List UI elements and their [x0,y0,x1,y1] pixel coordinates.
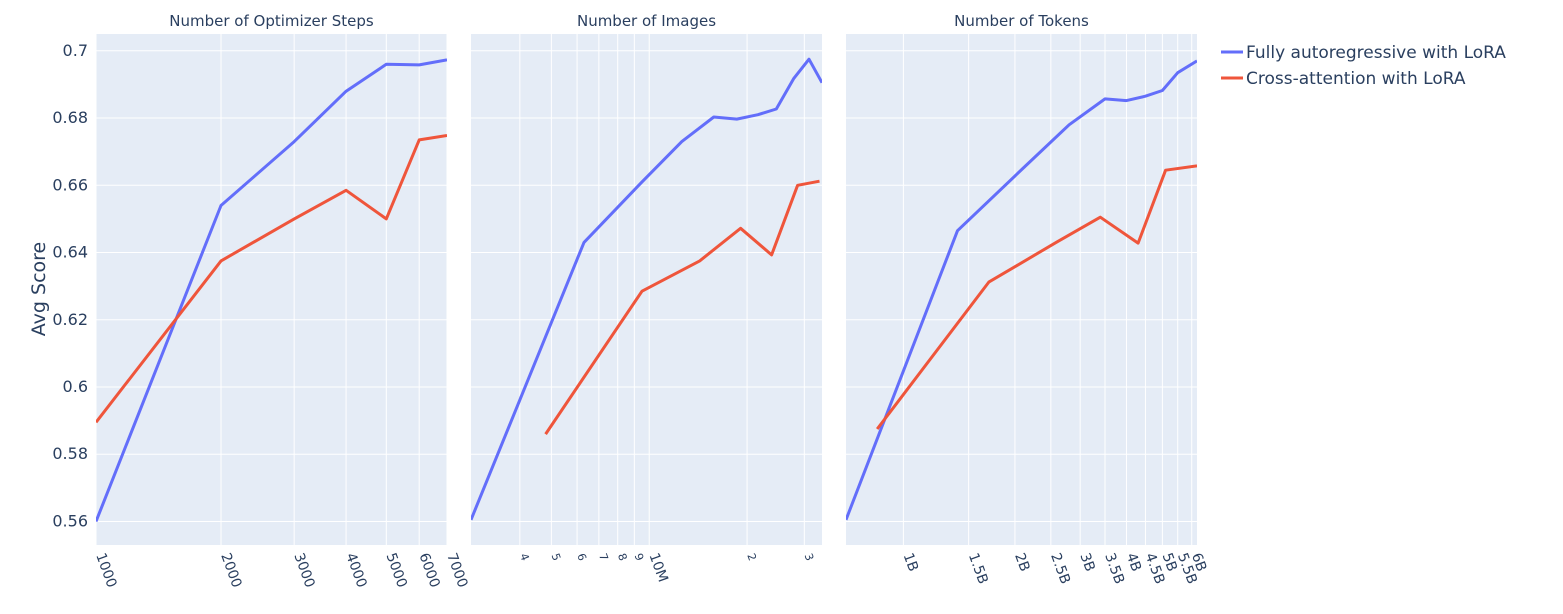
x-tick-label: 2 [744,552,759,563]
legend-label: Cross-attention with LoRA [1246,69,1466,89]
series-line-fully-autoregressive [471,57,822,521]
legend-item[interactable]: Fully autoregressive with LoRA [1221,43,1506,63]
y-tick-label: 0.58 [52,444,88,463]
legend-item[interactable]: Cross-attention with LoRA [1221,69,1466,89]
plot-area [96,34,447,545]
x-tick-label: 5 [549,552,564,563]
y-tick-label: 0.66 [52,175,88,194]
y-tick-label: 0.62 [52,310,88,329]
y-tick-label: 0.56 [52,511,88,530]
y-axis-label: Avg Score [28,242,50,336]
x-tick-label: 5000 [383,551,410,590]
x-tick-label: 5B [1159,551,1180,574]
series-line-cross-attention [96,134,447,424]
x-tick-label: 4000 [342,551,369,590]
x-tick-label: 1.5B [965,551,991,586]
y-tick-label: 0.68 [52,108,88,127]
y-tick-label: 0.7 [63,41,88,60]
series-line-fully-autoregressive [96,58,447,523]
x-tick-label: 3 [802,552,817,563]
x-tick-label: 6 [574,552,589,563]
subplots: 1000 2000 3000 4000 5000 6000 7000 Number of Op… [92,12,1209,590]
series-line-cross-attention [876,164,1197,430]
x-tick-label: 2000 [217,551,244,590]
x-tick-label: 2B [1011,551,1032,574]
series-line-cross-attention [544,179,820,435]
x-tick-label: 9 [632,552,647,563]
x-tick-label: 8 [615,552,630,563]
x-tick-label: 3B [1076,551,1097,574]
legend: Fully autoregressive with LoRA Cross-atte… [1221,43,1506,89]
subplot-title: Number of Tokens [954,12,1089,30]
y-ticks: 0.56 0.58 0.6 0.62 0.64 0.66 0.68 0.7 [52,41,88,531]
x-tick-label: 2.5B [1047,551,1073,586]
x-tick-label: 4 [517,552,532,563]
x-tick-label: 4B [1123,551,1144,574]
plot-area [846,34,1197,545]
x-tick-label: 1B [900,551,921,574]
subplot-title: Number of Images [577,12,716,30]
legend-label: Fully autoregressive with LoRA [1246,43,1506,63]
subplot-title: Number of Optimizer Steps [169,12,374,30]
y-tick-label: 0.6 [63,377,88,396]
x-tick-label: 10M [645,551,670,585]
x-tick-label: 1000 [92,551,119,590]
x-tick-label: 7000 [443,551,470,590]
subplot-2: 4 5 6 7 8 9 10M 2 3 Number of Images [471,12,822,584]
subplot-1: 1000 2000 3000 4000 5000 6000 7000 Number of Op… [92,12,470,590]
y-tick-label: 0.64 [52,243,88,262]
x-tick-label: 6B [1188,551,1209,574]
x-tick-label: 6000 [415,551,442,590]
x-tick-label: 7 [596,552,611,563]
x-tick-label: 3000 [290,551,317,590]
series-line-fully-autoregressive [846,59,1197,521]
